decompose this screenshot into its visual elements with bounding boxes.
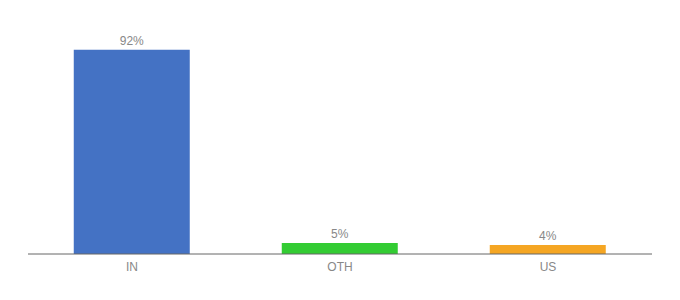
svg-text:OTH: OTH [327, 260, 352, 274]
svg-text:5%: 5% [331, 227, 349, 241]
svg-text:US: US [540, 260, 557, 274]
svg-text:92%: 92% [120, 34, 144, 48]
svg-text:IN: IN [126, 260, 138, 274]
svg-text:4%: 4% [539, 229, 557, 243]
